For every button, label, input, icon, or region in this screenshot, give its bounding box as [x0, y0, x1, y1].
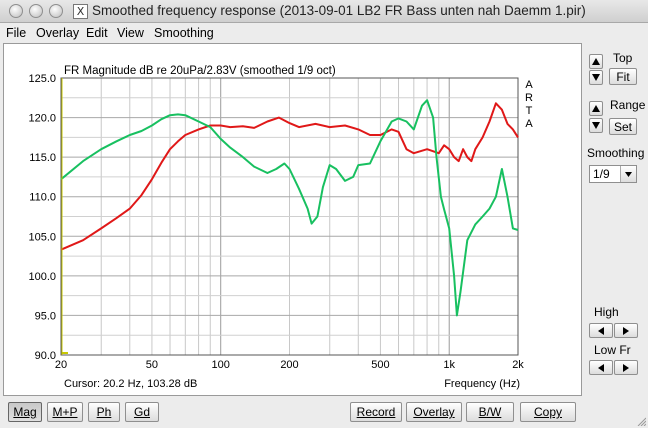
plot-border [60, 77, 519, 356]
y-tick-label: 100.0 [28, 271, 56, 283]
group-delay-button[interactable]: Gd [125, 402, 159, 422]
x11-app-icon: X [73, 4, 88, 19]
menu-view[interactable]: View [117, 26, 144, 40]
phase-button[interactable]: Ph [88, 402, 120, 422]
overlay-label: Overlay [413, 405, 455, 419]
menu-file[interactable]: File [6, 26, 27, 40]
record-label: Record [356, 405, 396, 419]
range-up-button[interactable] [589, 101, 603, 116]
y-tick-label: 90.0 [35, 350, 56, 362]
series-line-green [60, 99, 519, 317]
mag-phase-button[interactable]: M+P [47, 402, 83, 422]
set-button[interactable]: Set [609, 118, 637, 135]
fit-button[interactable]: Fit [609, 68, 637, 85]
resize-grip-icon[interactable] [636, 416, 646, 426]
top-up-button[interactable] [589, 54, 603, 69]
range-label: Range [610, 98, 646, 112]
cursor-readout: Cursor: 20.2 Hz, 103.28 dB [64, 378, 197, 390]
y-tick-label: 110.0 [29, 192, 56, 204]
range-down-button[interactable] [589, 118, 603, 133]
menu-bar: File Overlay Edit View Smoothing [0, 23, 648, 43]
low-fr-label: Low Fr [594, 343, 631, 357]
gd-label: Gd [133, 405, 150, 419]
lowfr-left-button[interactable] [589, 360, 613, 375]
high-right-button[interactable] [614, 323, 638, 338]
x-axis-label: Frequency (Hz) [444, 378, 520, 390]
minimize-window-button[interactable] [29, 4, 43, 18]
y-tick-label: 115.0 [29, 152, 56, 164]
copy-label: Copy [533, 405, 562, 419]
top-label: Top [613, 51, 633, 65]
lowfr-right-button[interactable] [614, 360, 638, 375]
series-line-red [60, 102, 519, 251]
arta-brand: A R T A [525, 79, 533, 130]
top-down-button[interactable] [589, 70, 603, 85]
overlay-button[interactable]: Overlay [406, 402, 462, 422]
x-tick-label: 200 [280, 359, 298, 371]
y-tick-label: 125.0 [28, 73, 56, 85]
plot-panel[interactable]: 90.0 95.0 100.0 105.0 110.0 115.0 120.0 125.0 20… [3, 43, 582, 396]
copy-button[interactable]: Copy [520, 402, 576, 422]
high-label: High [594, 305, 619, 319]
x-tick-label: 20 [55, 359, 67, 371]
y-tick-label: 120.0 [28, 113, 56, 125]
bw-button[interactable]: B/W [466, 402, 514, 422]
brand-letter-a2: A [525, 118, 533, 130]
smoothing-value: 1/9 [593, 167, 610, 181]
title-bar: X Smoothed frequency response (2013-09-0… [0, 0, 648, 23]
chart-header: FR Magnitude dB re 20uPa/2.83V (smoothed… [64, 65, 336, 77]
high-left-button[interactable] [589, 323, 613, 338]
chevron-down-icon [620, 166, 636, 182]
window-title: Smoothed frequency response (2013-09-01 … [92, 3, 586, 18]
mag-button[interactable]: Mag [8, 402, 42, 422]
x-tick-label: 100 [212, 359, 230, 371]
menu-overlay[interactable]: Overlay [36, 26, 80, 40]
record-button[interactable]: Record [350, 402, 402, 422]
y-tick-label: 105.0 [28, 231, 56, 243]
close-window-button[interactable] [9, 4, 23, 18]
x-tick-label: 500 [371, 359, 389, 371]
menu-smoothing[interactable]: Smoothing [154, 26, 214, 40]
zoom-window-button[interactable] [49, 4, 63, 18]
brand-letter-t: T [526, 105, 533, 117]
x-tick-label: 2k [512, 359, 524, 371]
smoothing-select[interactable]: 1/9 [589, 165, 637, 183]
x-tick-label: 50 [146, 359, 158, 371]
brand-letter-r: R [525, 92, 533, 104]
mag-label: Mag [13, 405, 37, 419]
frequency-response-chart[interactable]: 90.0 95.0 100.0 105.0 110.0 115.0 120.0 125.0 20… [4, 44, 581, 395]
mp-label: M+P [52, 405, 78, 419]
ph-label: Ph [96, 405, 112, 419]
brand-letter-a: A [525, 79, 533, 91]
x-tick-label: 1k [443, 359, 455, 371]
menu-edit[interactable]: Edit [86, 26, 108, 40]
y-tick-label: 95.0 [35, 310, 56, 322]
bw-label: B/W [478, 405, 502, 419]
smoothing-label: Smoothing [587, 146, 645, 160]
